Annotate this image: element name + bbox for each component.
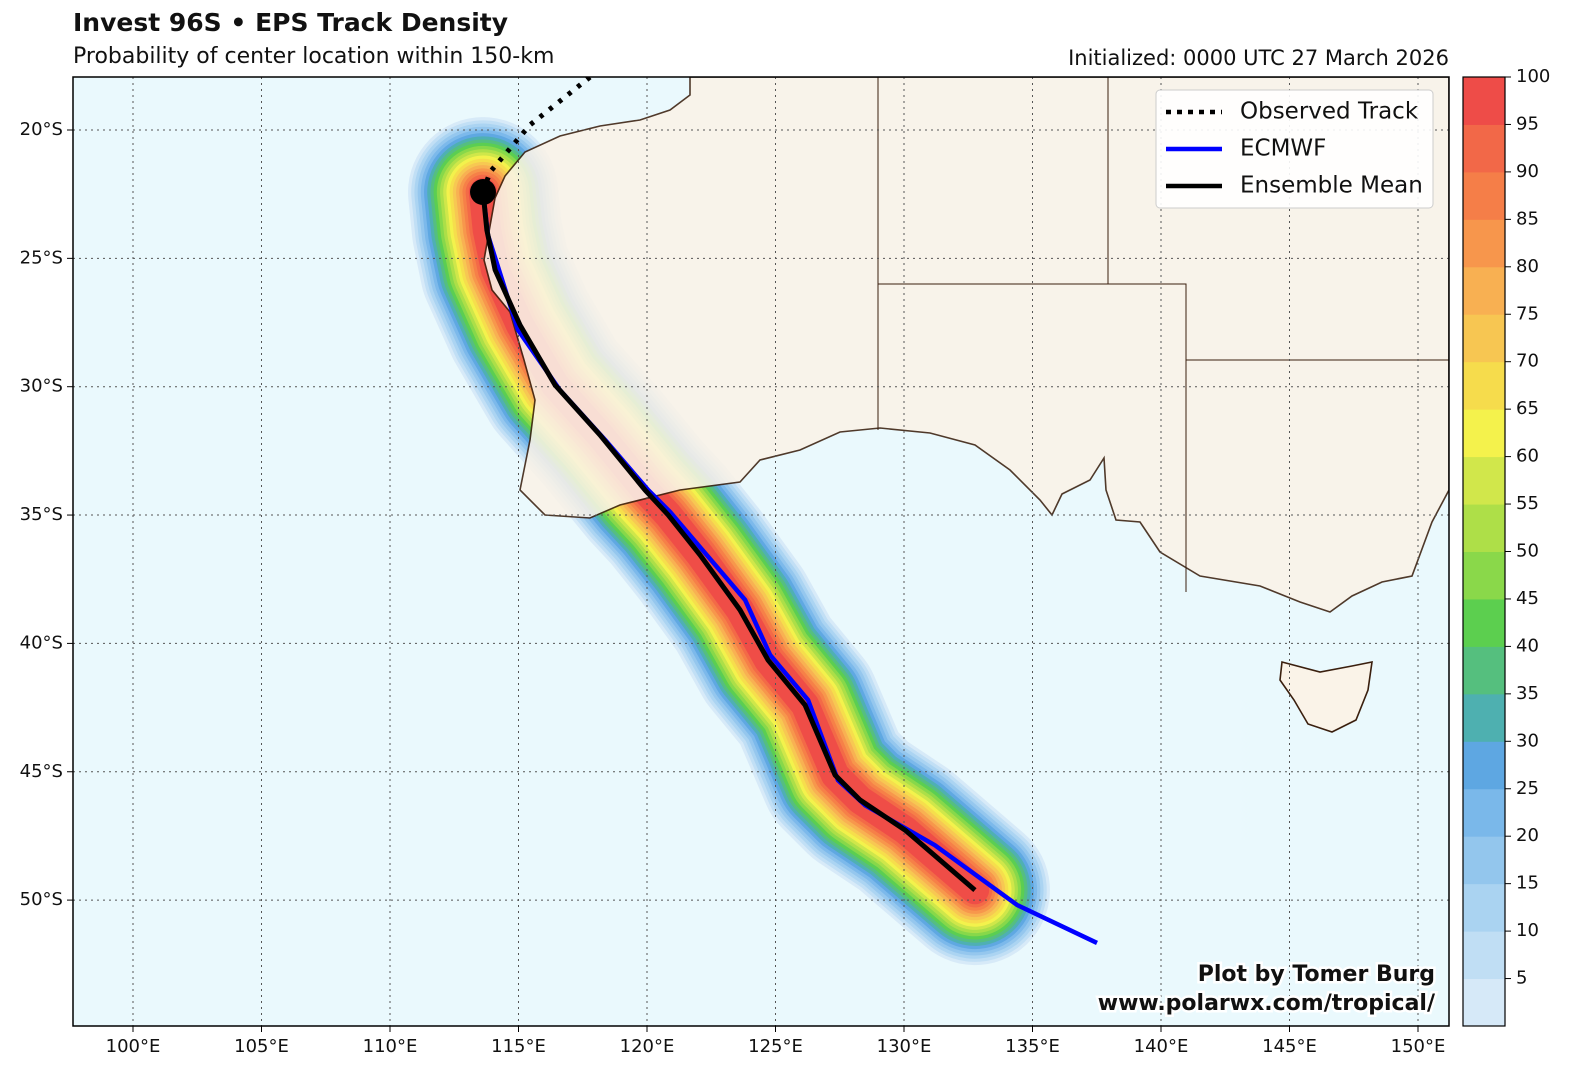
y-tick-label: 35°S — [20, 504, 63, 525]
colorbar-tick-label: 85 — [1516, 208, 1539, 229]
colorbar-cell — [1463, 361, 1505, 410]
x-tick-label: 120°E — [620, 1036, 675, 1057]
legend-label: Observed Track — [1240, 99, 1419, 125]
y-tick-label: 20°S — [20, 119, 63, 140]
colorbar: 5 10 15 20 25 30 35 40 45 50 55 60 65 70 75 80 85 90 95 100 — [1462, 66, 1550, 1027]
colorbar-cell — [1463, 693, 1505, 742]
colorbar-tick-label: 55 — [1516, 493, 1539, 514]
x-tick-label: 115°E — [491, 1036, 546, 1057]
graticule — [73, 77, 1449, 1026]
credit-author: Plot by Tomer Burg — [1198, 962, 1435, 987]
colorbar-cell — [1463, 931, 1505, 980]
colorbar-cell — [1463, 171, 1505, 220]
colorbar-tick-label: 35 — [1516, 683, 1539, 704]
x-tick-label: 140°E — [1134, 1036, 1189, 1057]
state-borders — [877, 77, 1449, 592]
map-frame — [72, 76, 1450, 1027]
x-tick-label: 125°E — [748, 1036, 803, 1057]
y-tick-label: 45°S — [20, 761, 63, 782]
legend-label: Ensemble Mean — [1240, 173, 1423, 199]
colorbar-cell — [1463, 314, 1505, 363]
colorbar-tick-label: 80 — [1516, 256, 1539, 277]
colorbar-tick-label: 100 — [1516, 66, 1550, 87]
x-tick-label: 135°E — [1005, 1036, 1060, 1057]
colorbar-cell — [1463, 883, 1505, 932]
y-tick-label: 30°S — [20, 376, 63, 397]
x-tick-label: 110°E — [363, 1036, 418, 1057]
colorbar-cell — [1463, 124, 1505, 173]
colorbar-cell — [1463, 77, 1505, 125]
colorbar-tick-label: 75 — [1516, 303, 1539, 324]
australia — [483, 77, 1449, 613]
colorbar-cell — [1463, 551, 1505, 600]
x-tick-label: 150°E — [1391, 1036, 1446, 1057]
colorbar-tick-label: 15 — [1516, 873, 1539, 894]
init-time: Initialized: 0000 UTC 27 March 2026 — [1068, 46, 1449, 70]
legend-label: ECMWF — [1240, 136, 1326, 162]
x-tick-label: 105°E — [234, 1036, 289, 1057]
tracks — [480, 77, 1098, 946]
legend: Observed Track ECMWF Ensemble Mean — [1155, 89, 1434, 209]
colorbar-cell — [1463, 646, 1505, 695]
colorbar-cell — [1463, 741, 1505, 790]
track-line — [480, 77, 592, 193]
colorbar-tick-label: 90 — [1516, 161, 1539, 182]
current-position — [470, 179, 496, 205]
colorbar-tick-label: 70 — [1516, 351, 1539, 372]
colorbar-tick-label: 20 — [1516, 825, 1539, 846]
colorbar-tick-label: 50 — [1516, 541, 1539, 562]
colorbar-tick-label: 5 — [1516, 968, 1527, 989]
x-tick-label: 145°E — [1262, 1036, 1317, 1057]
colorbar-cell — [1463, 978, 1505, 1027]
colorbar-tick-label: 45 — [1516, 588, 1539, 609]
colorbar-tick-label: 95 — [1516, 113, 1539, 134]
colorbar-tick-label: 65 — [1516, 398, 1539, 419]
colorbar-cell — [1463, 504, 1505, 552]
legend-box — [1155, 89, 1434, 209]
y-tick-label: 50°S — [20, 889, 63, 910]
tasmania — [1279, 660, 1373, 733]
colorbar-tick-label: 60 — [1516, 446, 1539, 467]
map-area — [73, 77, 1449, 1026]
colorbar-cell — [1463, 266, 1505, 315]
colorbar-tick-label: 25 — [1516, 778, 1539, 799]
colorbar-cell — [1463, 598, 1505, 647]
track-line — [480, 191, 977, 892]
colorbar-tick-label: 30 — [1516, 730, 1539, 751]
colorbar-cell — [1463, 409, 1505, 458]
colorbar-cell — [1463, 788, 1505, 837]
x-tick-label: 130°E — [877, 1036, 932, 1057]
credit-url: www.polarwx.com/tropical/ — [1098, 991, 1436, 1016]
title: Invest 96S • EPS Track Density — [73, 8, 508, 37]
y-tick-label: 40°S — [20, 632, 63, 653]
colorbar-tick-label: 10 — [1516, 920, 1539, 941]
colorbar-cell — [1463, 456, 1505, 505]
subtitle: Probability of center location within 15… — [73, 44, 554, 69]
colorbar-tick-label: 40 — [1516, 635, 1539, 656]
colorbar-cell — [1463, 219, 1505, 268]
colorbar-cell — [1463, 836, 1505, 885]
x-tick-label: 100°E — [106, 1036, 161, 1057]
y-tick-label: 25°S — [20, 247, 63, 268]
